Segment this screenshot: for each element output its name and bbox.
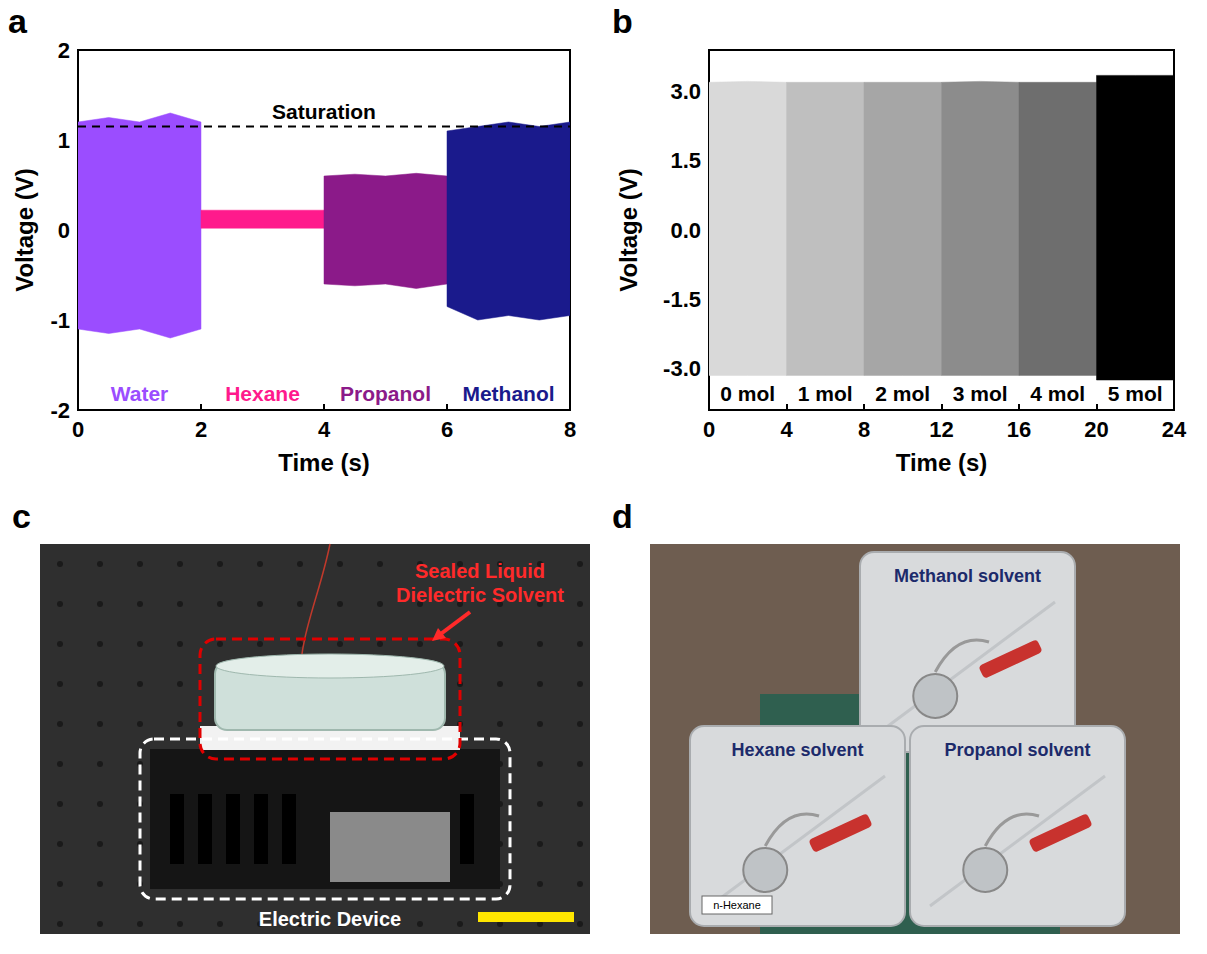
svg-text:Propanol: Propanol <box>340 382 431 405</box>
svg-text:Water: Water <box>111 382 169 405</box>
svg-text:2: 2 <box>58 38 70 63</box>
svg-text:4: 4 <box>780 417 793 442</box>
svg-text:-1.5: -1.5 <box>663 287 701 312</box>
svg-text:1.5: 1.5 <box>670 148 701 173</box>
svg-text:Electric Device: Electric Device <box>259 908 401 930</box>
svg-text:Sealed Liquid: Sealed Liquid <box>415 560 545 582</box>
svg-text:Voltage (V): Voltage (V) <box>11 168 38 292</box>
svg-text:12: 12 <box>929 417 953 442</box>
svg-text:16: 16 <box>1007 417 1031 442</box>
svg-text:8: 8 <box>564 417 576 442</box>
svg-text:0 mol: 0 mol <box>720 382 775 405</box>
svg-text:3 mol: 3 mol <box>953 382 1008 405</box>
svg-text:1: 1 <box>58 128 70 153</box>
svg-text:1 mol: 1 mol <box>798 382 853 405</box>
svg-text:2: 2 <box>195 417 207 442</box>
svg-text:a: a <box>8 2 28 40</box>
svg-text:b: b <box>612 2 633 40</box>
svg-text:n-Hexane: n-Hexane <box>713 899 761 911</box>
svg-text:-1: -1 <box>50 308 70 333</box>
svg-text:4 mol: 4 mol <box>1030 382 1085 405</box>
svg-text:Propanol solvent: Propanol solvent <box>944 740 1090 760</box>
svg-text:Time (s): Time (s) <box>278 449 370 476</box>
svg-text:Time (s): Time (s) <box>896 449 988 476</box>
svg-text:2 mol: 2 mol <box>875 382 930 405</box>
svg-text:4: 4 <box>318 417 331 442</box>
svg-text:c: c <box>12 497 31 535</box>
svg-text:Voltage (V): Voltage (V) <box>615 168 642 292</box>
svg-text:0.0: 0.0 <box>670 218 701 243</box>
svg-text:6: 6 <box>441 417 453 442</box>
svg-text:-2: -2 <box>50 398 70 423</box>
svg-text:Hexane: Hexane <box>225 382 300 405</box>
svg-text:0: 0 <box>703 417 715 442</box>
svg-text:0: 0 <box>58 218 70 243</box>
svg-text:Methanol: Methanol <box>462 382 554 405</box>
svg-text:d: d <box>612 497 633 535</box>
svg-text:Saturation: Saturation <box>272 100 376 123</box>
svg-text:Methanol solvent: Methanol solvent <box>894 566 1041 586</box>
svg-text:5 mol: 5 mol <box>1108 382 1163 405</box>
svg-text:0: 0 <box>72 417 84 442</box>
svg-text:8: 8 <box>858 417 870 442</box>
svg-text:Hexane solvent: Hexane solvent <box>731 740 863 760</box>
svg-text:-3.0: -3.0 <box>663 356 701 381</box>
svg-text:Dielectric Solvent: Dielectric Solvent <box>396 584 564 606</box>
svg-text:24: 24 <box>1162 417 1187 442</box>
svg-text:20: 20 <box>1084 417 1108 442</box>
svg-text:3.0: 3.0 <box>670 79 701 104</box>
